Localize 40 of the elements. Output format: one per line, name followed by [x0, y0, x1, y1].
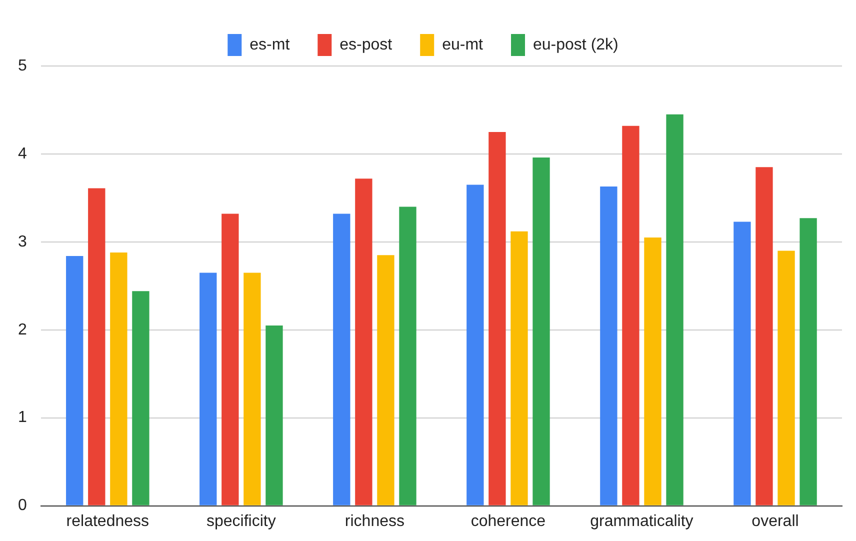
y-tick-label: 0: [18, 497, 27, 514]
x-tick-label: coherence: [470, 512, 546, 530]
y-tick-label: 3: [18, 233, 27, 250]
bar: [734, 222, 751, 506]
legend-label: eu-post (2k): [533, 36, 618, 54]
bar: [333, 214, 350, 506]
x-tick-label: overall: [752, 512, 799, 530]
x-tick-label: grammaticality: [590, 512, 694, 530]
bar: [222, 214, 239, 506]
bar: [466, 184, 484, 506]
bar: [110, 252, 128, 506]
x-tick-label: specificity: [206, 512, 276, 530]
bar: [600, 186, 618, 506]
y-tick-label: 2: [18, 321, 27, 338]
bar: [399, 206, 416, 506]
bar: [132, 291, 150, 506]
y-tick-label: 1: [18, 409, 27, 426]
bar: [756, 167, 773, 506]
x-tick-label: relatedness: [66, 512, 150, 530]
bar: [488, 132, 506, 506]
bar: [622, 126, 640, 506]
bar: [532, 157, 550, 506]
bar: [644, 238, 662, 506]
bar: [800, 218, 817, 506]
bar: [244, 272, 261, 506]
legend-label: es-post: [340, 36, 393, 54]
bar: [266, 325, 283, 506]
bar: [355, 178, 372, 506]
legend-label: es-mt: [250, 36, 290, 54]
bar: [88, 188, 106, 506]
bar: [377, 255, 394, 506]
legend-label: eu-mt: [442, 36, 484, 54]
bar: [510, 231, 528, 506]
y-tick-label: 5: [18, 57, 27, 74]
bar: [666, 114, 684, 506]
x-tick-label: richness: [344, 512, 404, 530]
bar: [778, 250, 795, 506]
bar: [200, 272, 217, 506]
bar: [66, 256, 84, 506]
y-tick-label: 4: [18, 145, 27, 162]
